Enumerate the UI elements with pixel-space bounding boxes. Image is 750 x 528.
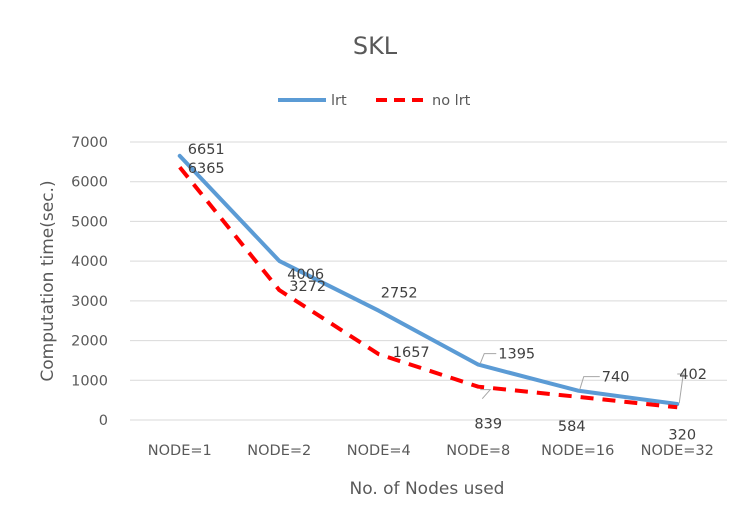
data-label-lrt: 740 [602,370,630,386]
data-label-leader [579,376,600,390]
y-tick-label: 4000 [71,254,108,270]
data-label-no-lrt: 839 [474,417,502,433]
data-labels: 6651 4006 2752 1395 740 402 6365 3272 1657 839 584… [188,142,707,443]
data-label-lrt: 6651 [188,142,225,158]
x-axis-title: No. of Nodes used [350,479,505,499]
gridlines [130,141,727,421]
data-label-no-lrt: 6365 [188,161,225,177]
data-label-no-lrt: 584 [558,419,586,435]
y-tick-label: 7000 [71,135,108,151]
x-tick-label: NODE=32 [641,443,714,459]
x-tick-label: NODE=1 [148,443,212,459]
x-tick-label: NODE=2 [247,443,311,459]
x-axis-ticks: NODE=1 NODE=2 NODE=4 NODE=8 NODE=16 NODE=32 [148,443,714,459]
x-tick-label: NODE=16 [541,443,614,459]
data-label-lrt: 2752 [381,286,418,302]
data-label-leader [479,353,497,364]
y-tick-label: 6000 [71,175,108,191]
x-tick-label: NODE=8 [446,443,510,459]
y-tick-label: 3000 [71,294,108,310]
x-tick-label: NODE=4 [347,443,411,459]
data-label-no-lrt: 320 [668,427,696,443]
data-label-lrt: 402 [679,367,707,383]
data-label-no-lrt: 1657 [393,345,430,361]
legend: lrt no lrt [278,93,471,109]
y-tick-label: 5000 [71,214,108,230]
data-label-lrt: 4006 [287,267,324,283]
y-axis-ticks: 0 1000 2000 3000 4000 5000 6000 7000 [71,135,108,429]
y-tick-label: 2000 [71,334,108,350]
chart-title: SKL [353,32,398,60]
data-label-leader [480,389,492,400]
y-tick-label: 1000 [71,373,108,389]
series-line-lrt [177,153,680,407]
y-tick-label: 0 [99,413,108,429]
legend-label-lrt: lrt [331,93,347,109]
data-label-lrt: 1395 [498,347,535,363]
data-label-leader [677,373,684,404]
y-axis-title: Computation time(sec.) [38,180,58,381]
data-label-no-lrt: 3272 [289,279,326,295]
legend-label-no-lrt: no lrt [432,93,471,109]
series-lines [177,153,680,410]
